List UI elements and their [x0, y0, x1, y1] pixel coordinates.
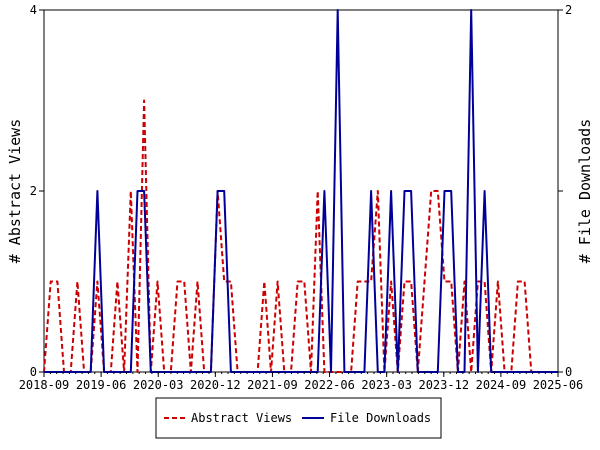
- y-right-tick-label: 0: [565, 365, 572, 379]
- legend-box: [155, 397, 442, 439]
- y-right-tick-label: 2: [565, 3, 572, 17]
- y-left-tick-label: 2: [30, 184, 37, 198]
- series-layer: [43, 9, 558, 373]
- legend-label-abstract-views: Abstract Views: [191, 411, 292, 425]
- x-tick-label: 2021-09: [247, 378, 298, 392]
- x-tick-label: 2025-06: [533, 378, 584, 392]
- left-axis: 0 2 4: [30, 3, 44, 379]
- y-axis-title-left: # Abstract Views: [6, 119, 24, 264]
- y-left-tick-label: 4: [30, 3, 37, 17]
- series-line-abstract-views: [43, 99, 558, 373]
- legend: Abstract Views File Downloads: [155, 397, 442, 439]
- x-tick-label: 2018-09: [19, 378, 70, 392]
- legend-label-file-downloads: File Downloads: [330, 411, 431, 425]
- series-line-file-downloads: [44, 9, 558, 373]
- x-tick-label: 2024-09: [476, 378, 527, 392]
- y-axis-title-right: # File Downloads: [576, 119, 594, 264]
- x-tick-label: 2023-12: [418, 378, 469, 392]
- y-left-tick-label: 0: [30, 365, 37, 379]
- x-tick-label: 2020-03: [133, 378, 184, 392]
- x-tick-label: 2019-06: [76, 378, 127, 392]
- x-tick-label: 2022-06: [304, 378, 355, 392]
- plot-area: [43, 9, 559, 373]
- x-axis: 2018-09 2019-06 2020-03 2020-12 2021-09 2022-…: [19, 372, 584, 392]
- x-tick-label: 2020-12: [190, 378, 241, 392]
- x-tick-label: 2023-03: [361, 378, 412, 392]
- right-axis: 02: [558, 3, 572, 379]
